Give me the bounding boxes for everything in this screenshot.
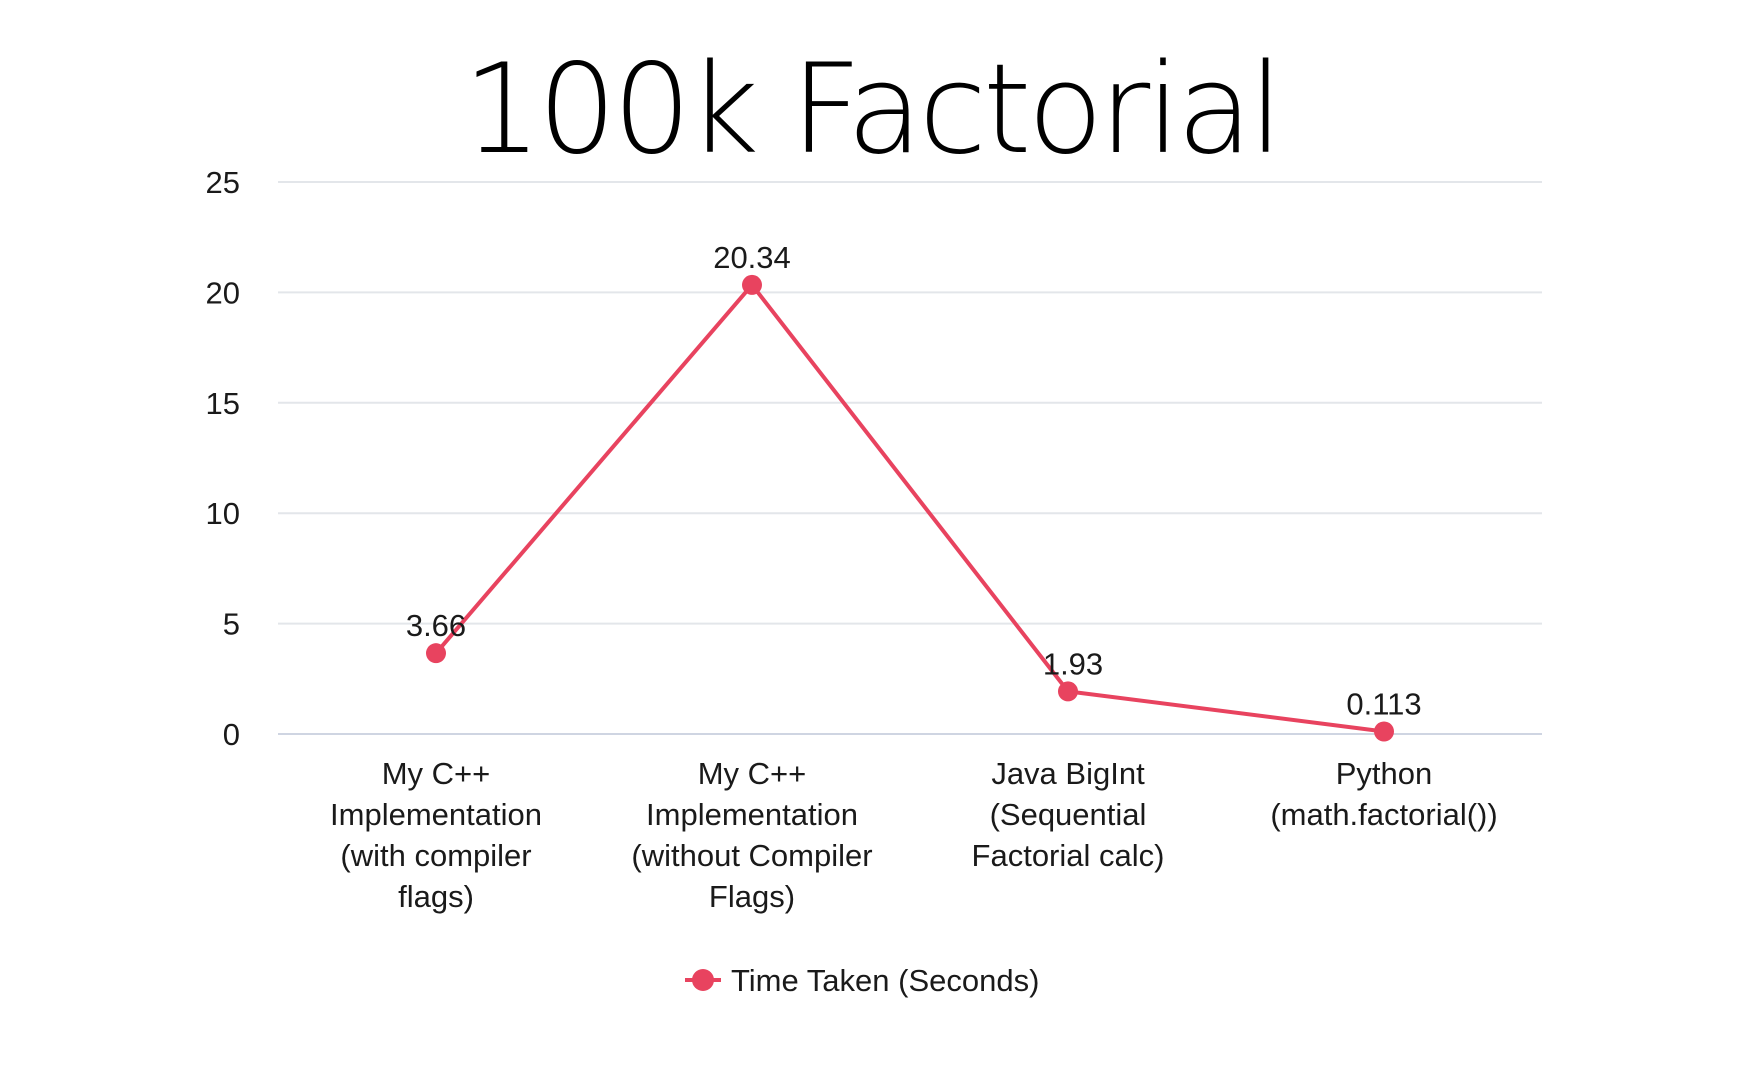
legend-label: Time Taken (Seconds) <box>731 963 1039 998</box>
x-category-label-line: Factorial calc) <box>972 838 1165 873</box>
x-category-label: My C++ Implementation (with compiler flags) <box>330 756 542 914</box>
data-point <box>1374 721 1394 742</box>
x-category-label-line: My C++ <box>698 756 807 791</box>
x-category-label-line: My C++ <box>382 756 491 791</box>
x-axis: My C++ Implementation (with compiler flags)… <box>330 756 1498 914</box>
y-tick-label: 10 <box>206 496 240 531</box>
x-category-label-line: flags) <box>398 879 474 914</box>
data-point <box>1058 681 1078 702</box>
x-category-label: Java BigInt (Sequential Factorial calc) <box>972 756 1165 873</box>
grid-layer <box>278 181 1542 735</box>
data-label: 20.34 <box>713 240 791 275</box>
x-category-label-line: Implementation <box>330 797 542 832</box>
y-tick-label: 0 <box>223 717 240 752</box>
x-category-label-line: Flags) <box>709 879 795 914</box>
x-category-label-line: (with compiler <box>340 838 531 873</box>
legend-point-marker <box>692 969 714 991</box>
data-label: 3.66 <box>406 608 466 643</box>
x-category-label-line: Implementation <box>646 797 858 832</box>
y-tick-label: 20 <box>206 275 240 310</box>
x-category-label: Python (math.factorial()) <box>1270 756 1497 832</box>
x-category-label-line: (without Compiler <box>631 838 872 873</box>
data-label: 1.93 <box>1043 646 1103 681</box>
data-point <box>742 274 762 295</box>
y-axis: 0 5 10 15 20 25 <box>206 165 240 752</box>
data-label: 0.113 <box>1346 687 1421 722</box>
x-category-label-line: Python <box>1336 756 1433 791</box>
x-category-label-line: (Sequential <box>990 797 1147 832</box>
x-category-label: My C++ Implementation (without Compiler Fla… <box>631 756 872 914</box>
y-tick-label: 15 <box>206 386 240 421</box>
series-line <box>434 282 1385 734</box>
series-layer <box>426 274 1394 742</box>
x-category-label-line: (math.factorial()) <box>1270 797 1497 832</box>
y-tick-label: 5 <box>223 607 240 642</box>
chart-title: 100k Factorial <box>463 38 1279 182</box>
legend: Time Taken (Seconds) <box>685 963 1039 998</box>
data-labels: 3.66 20.34 1.93 0.113 <box>406 240 1422 722</box>
y-tick-label: 25 <box>206 165 240 200</box>
data-point <box>426 643 446 664</box>
x-category-label-line: Java BigInt <box>991 756 1145 791</box>
